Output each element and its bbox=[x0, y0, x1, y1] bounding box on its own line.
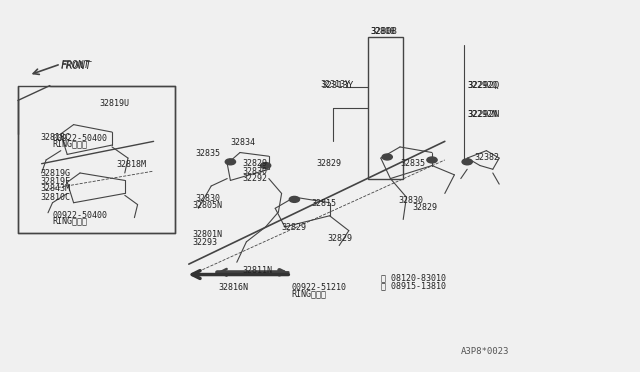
Text: 00922-50400: 00922-50400 bbox=[52, 134, 108, 143]
Text: 32818M: 32818M bbox=[116, 160, 147, 169]
Text: 32829: 32829 bbox=[316, 159, 341, 168]
Text: 32818C: 32818C bbox=[40, 133, 70, 142]
Text: 32292N: 32292N bbox=[467, 110, 499, 119]
Text: 32816N: 32816N bbox=[219, 283, 249, 292]
Text: Ⓥ 08915-13810: Ⓥ 08915-13810 bbox=[381, 282, 446, 291]
Text: 32292N: 32292N bbox=[467, 110, 497, 119]
Circle shape bbox=[382, 154, 392, 160]
Text: 32313Y: 32313Y bbox=[320, 80, 350, 89]
Text: 00922-51210: 00922-51210 bbox=[292, 283, 347, 292]
Circle shape bbox=[462, 159, 472, 165]
Text: 32843M: 32843M bbox=[40, 185, 70, 193]
Text: 32819U: 32819U bbox=[99, 99, 129, 108]
Circle shape bbox=[289, 196, 300, 202]
Text: 32811N: 32811N bbox=[242, 266, 272, 275]
Text: 32829: 32829 bbox=[282, 223, 307, 232]
Text: A3P8*0023: A3P8*0023 bbox=[461, 347, 509, 356]
Text: RINGリング: RINGリング bbox=[292, 289, 327, 298]
Text: 32835: 32835 bbox=[195, 149, 220, 158]
Text: 32830: 32830 bbox=[242, 167, 267, 176]
Bar bbox=[18, 86, 175, 232]
Circle shape bbox=[260, 163, 271, 169]
Text: 32382: 32382 bbox=[475, 153, 500, 162]
Text: 32819G: 32819G bbox=[40, 169, 70, 178]
Text: 32801N: 32801N bbox=[192, 230, 222, 239]
Text: 32313Y: 32313Y bbox=[321, 81, 353, 90]
Circle shape bbox=[427, 157, 437, 163]
Text: FRONT: FRONT bbox=[61, 61, 92, 71]
Text: 32292Q: 32292Q bbox=[467, 81, 499, 90]
Text: FRONT: FRONT bbox=[61, 60, 90, 70]
Text: 32819F: 32819F bbox=[40, 177, 70, 186]
Text: RINGリング: RINGリング bbox=[52, 216, 88, 225]
Text: 32805N: 32805N bbox=[192, 201, 222, 210]
Text: Ⓑ 08120-83010: Ⓑ 08120-83010 bbox=[381, 274, 446, 283]
Text: 32829: 32829 bbox=[242, 159, 267, 168]
Text: 00922-50400: 00922-50400 bbox=[52, 211, 108, 219]
Text: 32834: 32834 bbox=[230, 138, 255, 147]
Text: 32293: 32293 bbox=[192, 238, 217, 247]
Text: 32829: 32829 bbox=[413, 203, 438, 212]
Circle shape bbox=[225, 159, 236, 165]
Text: 32292: 32292 bbox=[242, 174, 267, 183]
Text: RINGリング: RINGリング bbox=[52, 140, 88, 149]
Text: 32292Q: 32292Q bbox=[467, 81, 497, 90]
Text: 32808: 32808 bbox=[370, 27, 397, 36]
Text: 32829: 32829 bbox=[328, 234, 353, 243]
Text: 32830: 32830 bbox=[195, 194, 220, 203]
Text: 32808: 32808 bbox=[370, 27, 395, 36]
Text: 32830: 32830 bbox=[399, 196, 424, 205]
Text: 32835: 32835 bbox=[400, 159, 425, 168]
Text: 32810C: 32810C bbox=[40, 193, 70, 202]
Bar bbox=[368, 37, 403, 179]
Text: 32815: 32815 bbox=[312, 199, 337, 208]
